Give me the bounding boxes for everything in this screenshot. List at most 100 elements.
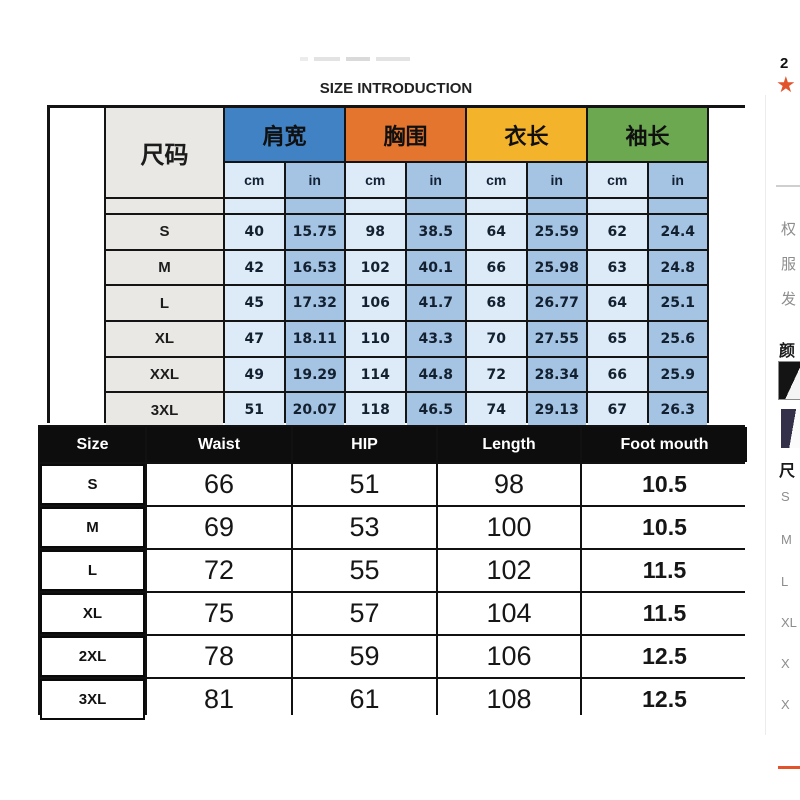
unit-header-in: in xyxy=(406,163,465,197)
panel-divider xyxy=(765,95,766,735)
cell-length-cm: 72 xyxy=(467,357,526,392)
cell-shoulder-cm: 51 xyxy=(225,393,284,428)
col-header-size: Size xyxy=(40,427,145,462)
row-size-label: XXL xyxy=(106,357,223,392)
spacer-cell xyxy=(467,199,526,213)
cell-length: 106 xyxy=(438,636,580,677)
cell-length-in: 27.55 xyxy=(527,322,586,356)
panel-partial-label: 发 xyxy=(781,291,797,308)
size-option-s[interactable]: S xyxy=(781,489,790,504)
size-option-xxl[interactable]: X xyxy=(781,656,790,671)
cell-shoulder-cm: 49 xyxy=(225,357,284,392)
cell-sleeve-cm: 64 xyxy=(588,286,647,321)
size-section-label: 尺 xyxy=(779,463,796,480)
spacer-cell xyxy=(106,199,223,213)
row-size-label: M xyxy=(106,250,223,285)
cell-bust-cm: 98 xyxy=(346,215,405,249)
cell-bust-cm: 102 xyxy=(346,250,405,285)
cell-sleeve-cm: 63 xyxy=(588,250,647,285)
size-option-xl[interactable]: XL xyxy=(781,615,797,630)
cell-shoulder-in: 18.11 xyxy=(285,322,344,356)
panel-accent-fragment xyxy=(778,766,800,769)
row-size-label: S xyxy=(106,215,223,249)
cell-waist: 72 xyxy=(147,550,291,591)
cell-shoulder-in: 17.32 xyxy=(285,286,344,321)
row-size-label: XL xyxy=(106,322,223,356)
spacer-cell xyxy=(527,199,586,213)
cell-sleeve-cm: 66 xyxy=(588,357,647,392)
review-count: 2 xyxy=(780,55,789,72)
cell-hip: 61 xyxy=(293,679,436,720)
unit-header-cm: cm xyxy=(588,163,647,197)
cell-bust-in: 46.5 xyxy=(406,393,465,428)
cell-length: 100 xyxy=(438,507,580,548)
cell-foot-mouth: 11.5 xyxy=(582,593,747,634)
pants-size-table: Size Waist HIP Length Foot mouth S 66 51… xyxy=(38,425,747,720)
size-option-xxxl[interactable]: X xyxy=(781,697,790,712)
cell-length-in: 29.13 xyxy=(527,393,586,428)
cell-length-cm: 64 xyxy=(467,215,526,249)
col-header-length: Length xyxy=(438,427,580,462)
spacer-cell xyxy=(225,199,284,213)
spacer-cell xyxy=(588,199,647,213)
cell-hip: 51 xyxy=(293,464,436,505)
row-size-label: 3XL xyxy=(106,393,223,428)
color-swatch-selected[interactable] xyxy=(778,361,800,400)
cell-sleeve-in: 24.4 xyxy=(648,215,707,249)
cell-length: 104 xyxy=(438,593,580,634)
size-option-l[interactable]: L xyxy=(781,574,789,589)
row-size-label: XL xyxy=(40,593,145,634)
cell-sleeve-cm: 62 xyxy=(588,215,647,249)
cell-shoulder-in: 20.07 xyxy=(285,393,344,428)
sleeve-header: 袖长 xyxy=(588,108,707,161)
row-size-label: L xyxy=(40,550,145,591)
spacer-cell xyxy=(648,199,707,213)
spacer-cell xyxy=(285,199,344,213)
top-table-right-empty-column xyxy=(709,108,750,428)
faint-watermark xyxy=(300,57,410,61)
cell-bust-in: 38.5 xyxy=(406,215,465,249)
panel-partial-label: 服 xyxy=(781,256,797,273)
spacer-cell xyxy=(406,199,465,213)
col-header-hip: HIP xyxy=(293,427,436,462)
cell-bust-in: 40.1 xyxy=(406,250,465,285)
cell-waist: 75 xyxy=(147,593,291,634)
size-option-m[interactable]: M xyxy=(781,532,792,547)
cell-sleeve-in: 25.9 xyxy=(648,357,707,392)
unit-header-in: in xyxy=(648,163,707,197)
cell-length-in: 28.34 xyxy=(527,357,586,392)
cell-sleeve-in: 26.3 xyxy=(648,393,707,428)
cell-foot-mouth: 12.5 xyxy=(582,636,747,677)
cell-waist: 66 xyxy=(147,464,291,505)
cell-length-cm: 70 xyxy=(467,322,526,356)
col-header-foot-mouth: Foot mouth xyxy=(582,427,747,462)
unit-header-cm: cm xyxy=(225,163,284,197)
cell-shoulder-cm: 45 xyxy=(225,286,284,321)
cell-length-in: 25.59 xyxy=(527,215,586,249)
cell-hip: 57 xyxy=(293,593,436,634)
cell-sleeve-cm: 65 xyxy=(588,322,647,356)
row-size-label: M xyxy=(40,507,145,548)
spacer-cell xyxy=(346,199,405,213)
cell-length: 102 xyxy=(438,550,580,591)
cell-length-in: 26.77 xyxy=(527,286,586,321)
rating-star-icon: ★ xyxy=(776,72,796,97)
color-swatch[interactable] xyxy=(781,409,800,448)
length-header: 衣长 xyxy=(467,108,586,161)
cell-bust-cm: 114 xyxy=(346,357,405,392)
cell-length: 108 xyxy=(438,679,580,720)
row-size-label: 3XL xyxy=(40,679,145,720)
cell-bust-cm: 118 xyxy=(346,393,405,428)
cell-foot-mouth: 10.5 xyxy=(582,507,747,548)
cell-hip: 53 xyxy=(293,507,436,548)
cell-bust-in: 44.8 xyxy=(406,357,465,392)
cell-shoulder-cm: 40 xyxy=(225,215,284,249)
bust-header: 胸围 xyxy=(346,108,465,161)
cell-sleeve-in: 25.1 xyxy=(648,286,707,321)
cell-length-cm: 68 xyxy=(467,286,526,321)
unit-header-cm: cm xyxy=(467,163,526,197)
unit-header-in: in xyxy=(285,163,344,197)
cell-sleeve-in: 25.6 xyxy=(648,322,707,356)
panel-partial-label: 权 xyxy=(781,221,797,238)
